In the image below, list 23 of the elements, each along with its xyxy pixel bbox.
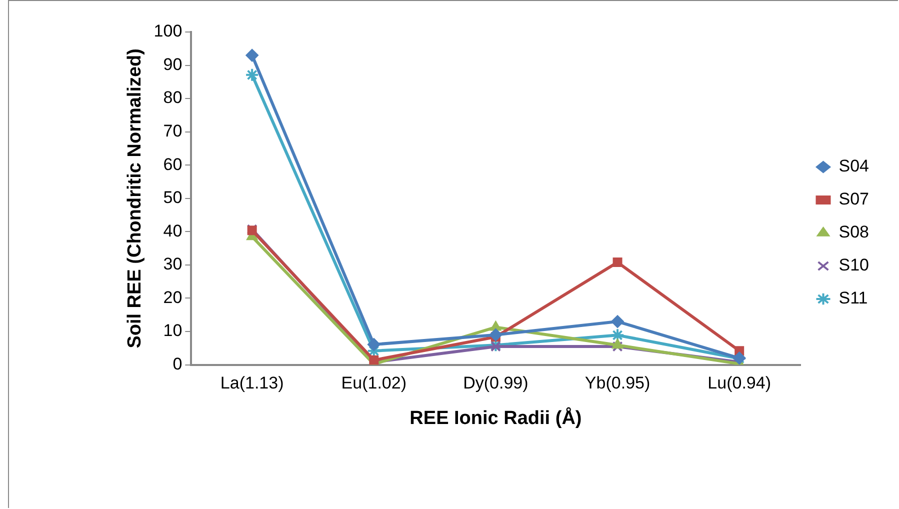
legend-label: S07 bbox=[838, 190, 869, 209]
x-tick-label: La(1.13) bbox=[220, 374, 284, 393]
y-tick-label: 60 bbox=[163, 154, 182, 174]
y-tick-label: 30 bbox=[163, 254, 182, 274]
y-axis-title: Soil REE (Chondritic Normalized) bbox=[124, 48, 146, 348]
y-tick-label: 0 bbox=[172, 354, 182, 374]
x-tick-label: Lu(0.94) bbox=[708, 374, 772, 393]
legend-label: S10 bbox=[838, 256, 869, 275]
y-tick-label: 80 bbox=[163, 88, 182, 108]
y-tick-label: 90 bbox=[163, 54, 182, 74]
x-axis-title: REE Ionic Radii (Å) bbox=[410, 406, 582, 429]
y-tick-label: 10 bbox=[163, 321, 182, 340]
y-tick-label: 50 bbox=[163, 188, 182, 208]
x-tick-label: Eu(1.02) bbox=[341, 374, 406, 393]
legend-label: S11 bbox=[838, 288, 868, 308]
legend-label: S04 bbox=[838, 156, 869, 176]
y-tick-label: 100 bbox=[154, 22, 182, 41]
y-tick-label: 20 bbox=[163, 288, 182, 307]
x-tick-label: Dy(0.99) bbox=[463, 374, 528, 393]
x-tick-label: Yb(0.95) bbox=[584, 374, 650, 393]
y-tick-label: 70 bbox=[163, 122, 182, 141]
legend-label: S08 bbox=[838, 222, 869, 242]
y-tick-label: 40 bbox=[163, 221, 182, 240]
